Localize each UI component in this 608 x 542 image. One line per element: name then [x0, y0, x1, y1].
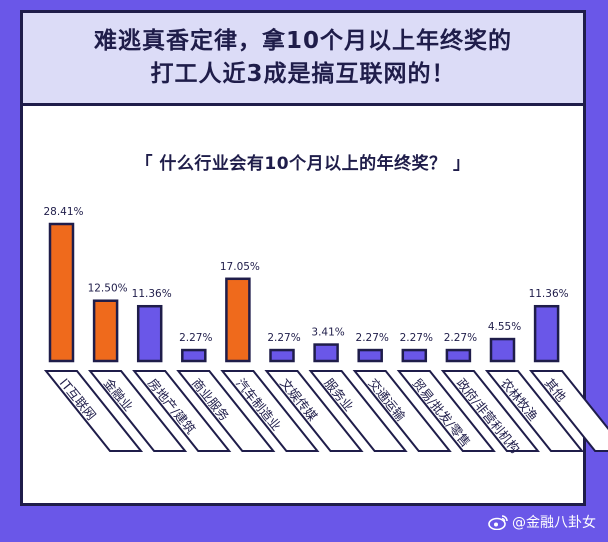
chart-title: 「 什么行业会有10个月以上的年终奖？ 」 — [135, 154, 471, 174]
value-label-8: 2.27% — [356, 332, 389, 344]
category-tab-3 — [132, 370, 232, 452]
value-label-1: 28.41% — [43, 206, 83, 218]
category-tab-5 — [220, 370, 320, 452]
bar-6 — [269, 348, 295, 363]
weibo-icon — [488, 514, 508, 531]
value-label-2: 12.50% — [88, 283, 128, 295]
value-label-11: 4.55% — [488, 321, 521, 333]
category-tab-10 — [440, 370, 540, 452]
headline-line-2: 打工人近3成是搞互联网的！ — [150, 61, 456, 87]
bar-2 — [92, 299, 119, 363]
bar-10 — [445, 348, 472, 363]
value-label-3: 11.36% — [132, 288, 172, 300]
value-label-4: 2.27% — [179, 332, 212, 344]
bar-3 — [136, 304, 163, 363]
bar-8 — [357, 348, 383, 363]
category-tab-1 — [43, 370, 144, 452]
category-tab-9 — [396, 370, 496, 452]
category-tab-2 — [88, 370, 188, 452]
category-tab-6 — [264, 370, 364, 452]
bar-11 — [489, 337, 516, 363]
headline-line-1: 难逃真香定律，拿10个月以上年终奖的 — [93, 28, 512, 54]
category-tab-12 — [529, 370, 608, 452]
bar-7 — [313, 343, 339, 363]
headline-banner: 难逃真香定律，拿10个月以上年终奖的 打工人近3成是搞互联网的！ — [23, 13, 583, 106]
category-tab-7 — [308, 370, 408, 452]
value-label-6: 2.27% — [267, 332, 300, 344]
value-label-9: 2.27% — [400, 332, 433, 344]
value-label-12: 11.36% — [529, 288, 569, 300]
category-tab-8 — [352, 370, 452, 452]
bar-4 — [181, 348, 207, 363]
bar-12 — [533, 304, 560, 363]
bar-5 — [225, 277, 251, 363]
value-label-10: 2.27% — [444, 332, 477, 344]
value-label-5: 17.05% — [220, 261, 260, 273]
value-label-7: 3.41% — [311, 327, 344, 339]
bar-1 — [48, 222, 75, 363]
watermark-text: @金融八卦女 — [512, 515, 596, 531]
watermark: @金融八卦女 — [488, 512, 596, 532]
category-tab-11 — [484, 370, 585, 452]
category-tab-4 — [176, 370, 276, 452]
bar-9 — [401, 348, 428, 363]
